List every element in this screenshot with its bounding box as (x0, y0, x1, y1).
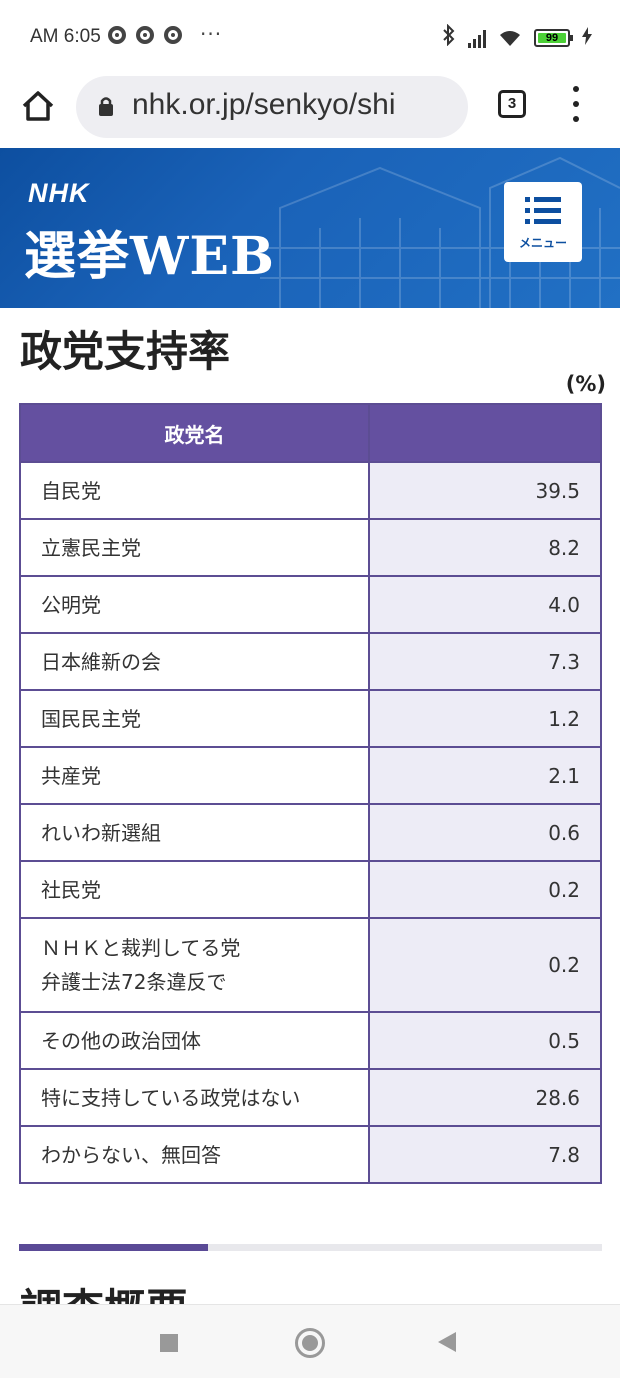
support-rate: 0.6 (368, 803, 602, 862)
party-name: 共産党 (19, 746, 370, 805)
table-header-row: 政党名 (19, 403, 602, 463)
support-rate: 4.0 (368, 575, 602, 634)
party-name-line: ＮＨＫと裁判してる党 (41, 936, 241, 960)
party-name: 社民党 (19, 860, 370, 919)
support-rate: 0.5 (368, 1011, 602, 1070)
home-icon (22, 91, 54, 121)
section-divider (19, 1244, 602, 1251)
party-name-header: 政党名 (19, 403, 370, 463)
notification-icons (108, 26, 182, 44)
back-icon[interactable] (438, 1332, 456, 1352)
url-text: nhk.or.jp/senkyo/shi (132, 88, 396, 121)
support-rate: 7.3 (368, 632, 602, 691)
party-name: わからない、無回答 (19, 1125, 370, 1184)
unit-label: (%) (565, 372, 606, 396)
party-name-line: 弁護士法72条違反で (41, 970, 227, 994)
list-menu-icon (525, 197, 561, 224)
table-row: れいわ新選組 0.6 (19, 803, 602, 862)
table-row: 特に支持している政党はない 28.6 (19, 1068, 602, 1127)
system-navigation-bar (0, 1304, 620, 1378)
party-name: 国民民主党 (19, 689, 370, 748)
status-time: AM 6:05 (30, 26, 101, 47)
party-name: 公明党 (19, 575, 370, 634)
chrome-notification-icon (108, 26, 126, 44)
support-rate: 39.5 (368, 461, 602, 520)
support-rate: 8.2 (368, 518, 602, 577)
chrome-notification-icon (136, 26, 154, 44)
table-row: 立憲民主党 8.2 (19, 518, 602, 577)
support-rate: 0.2 (368, 917, 602, 1013)
support-rate: 2.1 (368, 746, 602, 805)
support-rate: 1.2 (368, 689, 602, 748)
party-name: その他の政治団体 (19, 1011, 370, 1070)
table-row: 公明党 4.0 (19, 575, 602, 634)
page-title: 政党支持率 (20, 327, 231, 376)
battery-icon: 99 (534, 28, 573, 47)
party-name: 立憲民主党 (19, 518, 370, 577)
table-row: わからない、無回答 7.8 (19, 1125, 602, 1184)
rate-header (368, 403, 602, 463)
support-rate: 0.2 (368, 860, 602, 919)
menu-button[interactable]: メニュー (504, 182, 582, 262)
bluetooth-icon (442, 23, 456, 51)
lock-icon (98, 96, 114, 116)
party-name: 自民党 (19, 461, 370, 520)
party-name: 日本維新の会 (19, 632, 370, 691)
system-icons: 99 (442, 23, 592, 51)
home-button[interactable] (20, 88, 56, 124)
survey-overview-heading: 調査概要 (20, 1276, 188, 1304)
home-nav-icon[interactable] (295, 1328, 325, 1358)
more-notifications-icon: ··· (200, 22, 223, 46)
table-row: 自民党 39.5 (19, 461, 602, 520)
table-row: 社民党 0.2 (19, 860, 602, 919)
site-header: NHK 選挙WEB メニュー (0, 148, 620, 308)
signal-icon (468, 28, 486, 48)
party-name: れいわ新選組 (19, 803, 370, 862)
table-row: ＮＨＫと裁判してる党 弁護士法72条違反で 0.2 (19, 917, 602, 1013)
party-name: ＮＨＫと裁判してる党 弁護士法72条違反で (19, 917, 370, 1013)
charging-icon (582, 26, 592, 49)
table-row: 共産党 2.1 (19, 746, 602, 805)
address-bar[interactable]: nhk.or.jp/senkyo/shi (76, 76, 468, 138)
nhk-logo[interactable]: NHK (28, 178, 90, 208)
table-row: 日本維新の会 7.3 (19, 632, 602, 691)
wifi-icon (498, 28, 522, 48)
browser-menu-button[interactable] (566, 86, 586, 122)
party-name: 特に支持している政党はない (19, 1068, 370, 1127)
support-rate: 7.8 (368, 1125, 602, 1184)
recent-apps-icon[interactable] (160, 1334, 178, 1352)
section-divider-accent (19, 1244, 208, 1251)
tab-switcher-button[interactable]: 3 (498, 90, 526, 118)
party-support-table: 政党名 自民党 39.5 立憲民主党 8.2 公明党 4.0 日本維新の会 7.… (19, 403, 602, 1184)
browser-toolbar: nhk.or.jp/senkyo/shi 3 (0, 76, 620, 148)
table-row: 国民民主党 1.2 (19, 689, 602, 748)
chrome-notification-icon (164, 26, 182, 44)
site-title[interactable]: 選挙WEB (24, 226, 275, 287)
status-bar: AM 6:05 ··· 99 (0, 0, 620, 76)
table-row: その他の政治団体 0.5 (19, 1011, 602, 1070)
battery-level: 99 (538, 32, 566, 43)
support-rate: 28.6 (368, 1068, 602, 1127)
menu-button-label: メニュー (518, 236, 567, 250)
